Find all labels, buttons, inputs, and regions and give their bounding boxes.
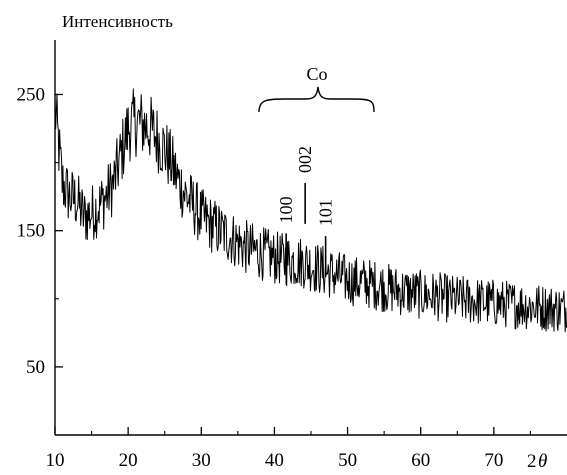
x-tick-label: 60 <box>411 450 430 471</box>
y-tick-label: 150 <box>17 221 46 242</box>
x-tick-label: 40 <box>265 450 284 471</box>
x-tick-label: 20 <box>119 450 138 471</box>
x-axis-label-prefix: 2 <box>527 451 537 472</box>
x-tick-label: 30 <box>192 450 211 471</box>
co-brace <box>258 86 375 113</box>
peak-label-100: 100 <box>276 196 296 223</box>
peak-label-101: 101 <box>316 199 336 226</box>
plot-area: 10 20 30 40 50 60 70 50 150 250 100 002 101 <box>17 40 567 471</box>
co-label: Co <box>306 64 327 84</box>
peak-label-002: 002 <box>295 146 315 173</box>
x-tick-label: 10 <box>46 450 65 471</box>
x-axis-label: 2 θ <box>527 451 547 472</box>
x-tick-label: 50 <box>338 450 357 471</box>
y-axis-label: Интенсивность <box>62 12 173 31</box>
x-axis-label-theta: θ <box>538 451 547 472</box>
x-tick-label: 70 <box>484 450 503 471</box>
series-line <box>54 88 567 333</box>
y-tick-label: 50 <box>26 357 45 378</box>
y-tick-label: 250 <box>17 84 46 105</box>
